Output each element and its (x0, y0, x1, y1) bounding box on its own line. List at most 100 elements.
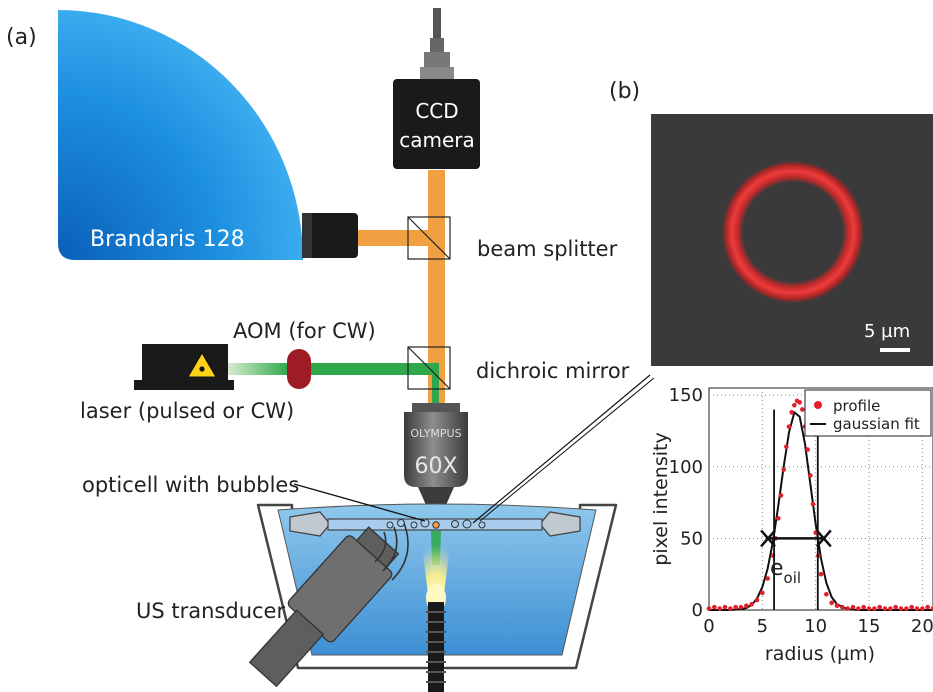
data-point-profile (850, 604, 856, 610)
beam-splitter-label: beam splitter (477, 237, 618, 261)
annotation-main: e (770, 556, 784, 581)
laser-warning-icon (187, 352, 217, 378)
data-point-profile (877, 604, 882, 610)
fwhm-right-cross-icon (815, 529, 832, 548)
orange-beam-horizontal (358, 230, 430, 246)
y-axis-label: pixel intensity (650, 432, 672, 565)
data-point-profile (808, 473, 813, 478)
data-point-profile (920, 606, 925, 611)
data-point-profile (914, 606, 920, 611)
opticell (289, 511, 581, 537)
fwhm-left-cross-icon (760, 529, 777, 548)
data-point-profile (818, 571, 824, 577)
y-tick-label: 150 (669, 385, 703, 406)
data-point-profile (712, 604, 717, 610)
aom-device (287, 349, 311, 389)
legend-label-fit: gaussian fit (833, 415, 920, 433)
aom-label: AOM (for CW) (233, 319, 376, 343)
us-transducer (248, 526, 400, 688)
dichroic-mirror-cube (407, 346, 451, 390)
brandaris-label: Brandaris 128 (90, 227, 245, 252)
y-tick-label: 50 (680, 528, 703, 549)
laser-label: laser (pulsed or CW) (80, 399, 294, 423)
x-tick-label: 15 (858, 616, 881, 637)
y-tick-label: 100 (669, 457, 703, 478)
data-point-profile (789, 410, 794, 415)
bubble-ring (722, 161, 864, 303)
intensity-chart: 0 5 10 15 20 0 50 100 150 radius (µm) pixel inte… (650, 385, 933, 665)
dichroic-mirror-label: dichroic mirror (476, 359, 630, 383)
data-point-profile (706, 606, 712, 611)
x-tick-label: 0 (703, 616, 714, 637)
x-tick-label: 5 (757, 616, 768, 637)
data-point-profile (882, 606, 888, 611)
data-point-profile (829, 600, 834, 606)
data-point-profile (845, 606, 850, 611)
data-point-profile (717, 606, 722, 611)
data-point-profile (810, 501, 816, 507)
fwhm-markers (760, 409, 832, 610)
data-point-profile (904, 606, 909, 611)
data-point-profile (776, 516, 781, 521)
data-point-profile (824, 591, 829, 597)
tick-labels: 0 5 10 15 20 0 50 100 150 (669, 385, 933, 637)
sound-waves-icon (374, 522, 409, 581)
data-point-profile (792, 402, 797, 408)
objective-magnification: 60X (414, 454, 457, 479)
chart-legend: profile gaussian fit (804, 389, 932, 437)
opticell-label: opticell with bubbles (82, 473, 299, 497)
laser-box (134, 344, 234, 390)
scale-bar-label: 5 µm (864, 321, 910, 342)
ccd-label-line2: camera (399, 128, 475, 152)
data-point-profile (872, 606, 877, 611)
data-point-profile (744, 603, 749, 609)
zoom-line-1 (472, 374, 651, 524)
annotation-e-oil: eoil (770, 556, 801, 587)
data-point-profile (805, 447, 810, 452)
data-point-profile (722, 604, 728, 610)
data-point-profile (898, 606, 904, 611)
transducer-label: US transducer (136, 599, 285, 623)
data-point-profile (909, 604, 914, 610)
orange-beam-vertical (428, 170, 445, 378)
x-tick-label: 10 (804, 616, 827, 637)
ccd-camera: CCD camera (393, 8, 480, 169)
panel-b-letter: (b) (609, 79, 640, 104)
y-tick-label: 0 (692, 600, 703, 621)
data-point-profile (778, 493, 784, 498)
data-point-profile (786, 424, 792, 429)
data-point-profile (893, 604, 898, 610)
data-point-profile (797, 400, 802, 405)
annotation-sub: oil (784, 569, 802, 587)
legend-marker-profile (814, 401, 822, 409)
data-point-profile (930, 606, 933, 611)
data-point-profile (781, 467, 786, 472)
data-point-profile (738, 604, 744, 610)
data-point-profile (925, 604, 930, 610)
x-tick-label: 20 (911, 616, 933, 637)
data-point-profile (800, 407, 805, 412)
data-point-profile (733, 604, 738, 610)
data-point-profile (834, 603, 840, 609)
data-point-profile (861, 604, 866, 610)
brandaris-port (302, 213, 358, 258)
data-point-profile (765, 576, 770, 581)
ccd-label-line1: CCD (415, 99, 458, 123)
light-guide (428, 602, 444, 692)
legend-label-profile: profile (833, 397, 880, 415)
data-point-profile (856, 606, 861, 611)
data-point-profile (754, 597, 760, 603)
x-axis-label: radius (µm) (765, 643, 875, 665)
data-point-profile (784, 444, 789, 450)
data-point-profile (840, 604, 845, 610)
data-point-profile (728, 606, 733, 611)
series-layer (706, 398, 933, 611)
data-point-profile (749, 601, 754, 607)
opticell-pointer (293, 483, 426, 522)
zoom-line-2 (479, 377, 655, 522)
scale-bar (880, 348, 910, 352)
objective-brand: OLYMPUS (410, 427, 461, 440)
objective-lens: OLYMPUS 60X (404, 403, 468, 511)
data-point-profile (888, 606, 893, 611)
